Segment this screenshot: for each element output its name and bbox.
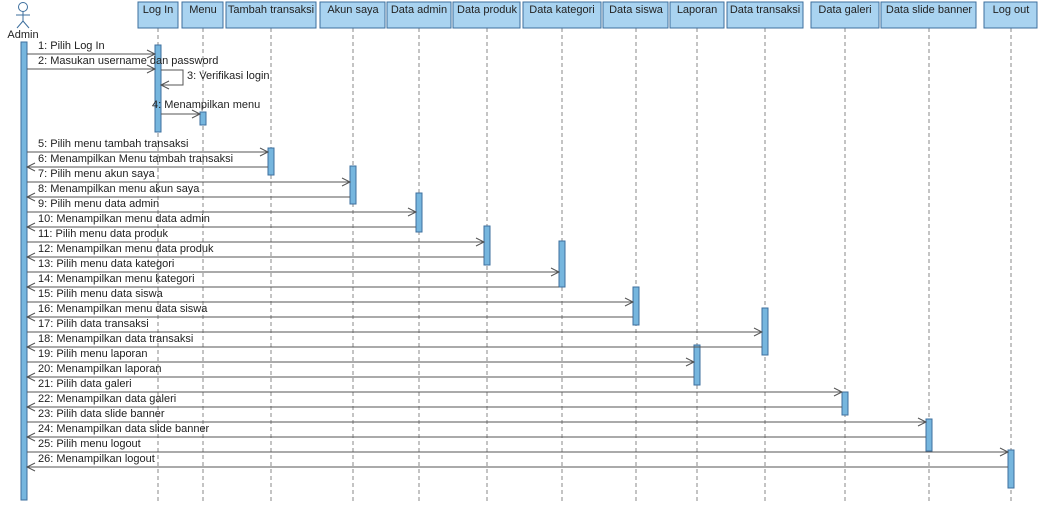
message-label: 13: Pilih menu data kategori [38,258,174,270]
message-label: 6: Menampilkan Menu tambah transaksi [38,153,233,165]
arrowhead [407,207,418,217]
lifeline-label: Akun saya [327,4,379,16]
arrowhead [25,462,36,472]
message-label: 3: Verifikasi login [187,70,270,82]
lifeline-label: Laporan [677,4,717,16]
lifeline-header [225,1,317,29]
activation-bar [154,44,162,133]
message-label: 10: Menampilkan menu data admin [38,213,210,225]
message-label: 4: Menampilkan menu [152,99,260,111]
activation-bar [558,240,566,288]
lifeline-header [983,1,1038,29]
message-label: 24: Menampilkan data slide banner [38,423,210,435]
arrowhead [624,297,635,307]
message-label: 25: Pilih menu logout [38,438,141,450]
arrowhead [25,402,36,412]
arrowhead [685,357,696,367]
arrowhead [25,282,36,292]
message-label: 17: Pilih data transaksi [38,318,149,330]
lifeline-label: Tambah transaksi [228,4,314,16]
arrowhead [25,222,36,232]
message-label: 20: Menampilkan laporan [38,363,162,375]
lifeline-label: Menu [189,4,217,16]
actor-activation [20,41,28,501]
message-label: 2: Masukan username dan password [38,55,218,67]
arrowhead [475,237,486,247]
lifeline-label: Data produk [457,4,517,16]
activation-bar [349,165,357,205]
activation-bar [199,111,207,126]
lifeline-label: Data kategori [529,4,594,16]
lifeline-header [181,1,224,29]
arrowhead [550,267,561,277]
lifeline-header [810,1,880,29]
message-label: 12: Menampilkan menu data produk [38,243,214,255]
message-label: 16: Menampilkan menu data siswa [38,303,208,315]
arrowhead [191,109,202,119]
message-label: 1: Pilih Log In [38,40,105,52]
lifeline-label: Data galeri [818,4,871,16]
lifeline-label: Log In [143,4,174,16]
arrowhead [25,432,36,442]
lifeline-label: Data slide banner [886,4,973,16]
lifeline-header [880,1,977,29]
actor [16,2,30,29]
arrowhead [917,417,928,427]
message-label: 21: Pilih data galeri [38,378,132,390]
activation-bar [1007,449,1015,489]
arrowhead [25,312,36,322]
activation-bar [415,192,423,233]
activation-bar [483,225,491,266]
message-label: 5: Pilih menu tambah transaksi [38,138,188,150]
activation-bar [693,344,701,386]
lifeline-header [452,1,521,29]
arrowhead [259,147,270,157]
lifeline-header [726,1,804,29]
message-label: 26: Menampilkan logout [38,453,155,465]
lifeline-header [319,1,386,29]
arrowhead [25,192,36,202]
arrowhead [146,64,157,74]
arrowhead [999,447,1010,457]
message-label: 18: Menampilkan data transaksi [38,333,193,345]
message-label: 15: Pilih menu data siswa [38,288,164,300]
lifeline-header [386,1,452,29]
message-label: 19: Pilih menu laporan [38,348,147,360]
activation-bar [925,418,933,452]
arrowhead [25,162,36,172]
message-label: 14: Menampilkan menu kategori [38,273,195,285]
lifeline-header [137,1,179,29]
lifeline-label: Data admin [391,4,447,16]
arrowhead [341,177,352,187]
arrowhead [159,80,170,90]
lifeline-label: Data siswa [609,4,664,16]
activation-bar [267,147,275,176]
message-label: 22: Menampilkan data galeri [38,393,176,405]
arrowhead [25,252,36,262]
arrowhead [25,342,36,352]
activation-bar [761,307,769,356]
message-label: 23: Pilih data slide banner [38,408,165,420]
message-line [161,69,184,86]
actor-label: Admin [7,29,38,41]
lifeline-header [669,1,725,29]
message-label: 7: Pilih menu akun saya [38,168,156,180]
lifeline-header [602,1,669,29]
activation-bar [841,391,849,416]
arrowhead [753,327,764,337]
arrowhead [146,49,157,59]
arrowhead [25,372,36,382]
message-label: 11: Pilih menu data produk [38,228,169,240]
lifeline-label: Log out [993,4,1030,16]
message-label: 8: Menampilkan menu akun saya [38,183,200,195]
message-label: 9: Pilih menu data admin [38,198,159,210]
lifeline-header [522,1,602,29]
activation-bar [632,286,640,326]
lifeline-label: Data transaksi [730,4,800,16]
arrowhead [833,387,844,397]
